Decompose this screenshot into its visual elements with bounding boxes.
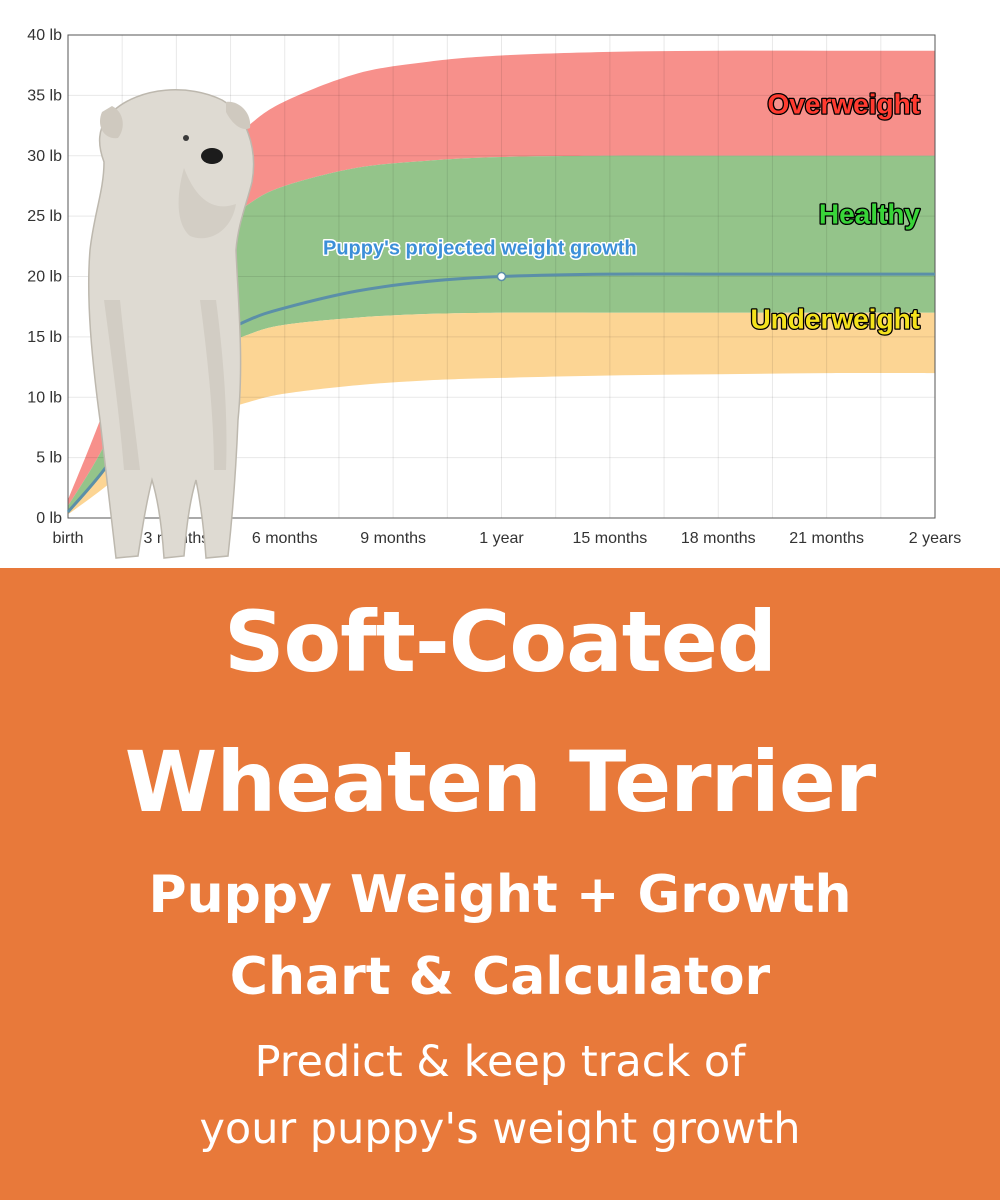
x-tick-label: 2 years [909,530,961,547]
title-banner: Soft-Coated Wheaten Terrier Puppy Weight… [0,568,1000,1200]
y-tick-label: 10 lb [27,389,62,406]
x-tick-label: birth [52,530,83,547]
dog-ear-left [99,106,123,139]
y-tick-label: 5 lb [36,450,62,467]
tagline-line-1: Predict & keep track of [254,1037,746,1087]
zone-label-overweight: Overweight [768,88,920,119]
projection-group: Puppy's projected weight growth [66,236,935,513]
x-tick-label: 18 months [681,530,756,547]
y-tick-label: 0 lb [36,510,62,527]
tick-labels: 0 lb 5 lb 10 lb 15 lb 20 lb 25 lb 30 lb 35 lb 40… [27,27,961,547]
projection-marker[interactable] [496,271,507,282]
dog-ear-right [226,101,251,130]
breed-title-line-2: Wheaten Terrier [124,733,876,831]
dog-nose [201,148,223,164]
x-tick-label: 9 months [360,530,426,547]
band-underweight [68,312,935,515]
dog-fur-shading [104,300,140,470]
zone-labels: Overweight Healthy Underweight [749,87,922,336]
projection-label: Puppy's projected weight growth [323,238,637,260]
zone-label-underweight: Underweight [750,303,920,334]
y-tick-label: 25 lb [27,208,62,225]
dog-beard [178,168,236,239]
breed-title-line-1: Soft-Coated [223,593,777,691]
x-tick-label: 15 months [573,530,648,547]
x-tick-label: 6 months [252,530,318,547]
y-tick-label: 30 lb [27,148,62,165]
dog-photo [87,89,255,559]
zone-label-healthy: Healthy [819,198,921,229]
weight-chart: Puppy's projected weight growth 0 lb 5 lb… [0,0,1000,568]
tagline-line-2: your puppy's weight growth [199,1104,801,1154]
subtitle-line-1: Puppy Weight + Growth [148,865,852,925]
dog-fur-shading [200,300,227,470]
y-tick-label: 35 lb [27,87,62,104]
zone-bands [68,50,935,515]
x-tick-label: 21 months [789,530,864,547]
x-tick-label: 1 year [479,530,524,547]
plot-frame [67,34,936,519]
subtitle-line-2: Chart & Calculator [229,947,771,1007]
dog-eye [183,135,189,141]
band-healthy [68,155,935,511]
y-tick-label: 40 lb [27,27,62,44]
y-tick-label: 20 lb [27,269,62,286]
chart-svg: Puppy's projected weight growth 0 lb 5 lb… [27,27,961,559]
band-overweight [68,50,935,506]
y-tick-label: 15 lb [27,329,62,346]
